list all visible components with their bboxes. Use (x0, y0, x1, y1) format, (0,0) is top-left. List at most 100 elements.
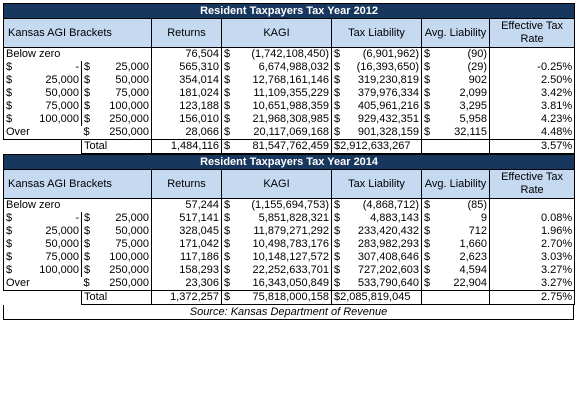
effective-rate-value: 3.81% (488, 100, 576, 113)
bracket-high: 250,000 (93, 277, 152, 291)
bracket-low: 75,000 (15, 251, 82, 264)
avg-sign: $ (421, 251, 434, 264)
header-tax-liability: Tax Liability (331, 169, 422, 199)
tax-sign: $ (331, 126, 344, 140)
tax-table-0: Resident Taxpayers Tax Year 2012 Kansas A… (2, 3, 576, 154)
kagi-sign: $ (221, 126, 234, 140)
kagi-sign: $ (221, 264, 234, 277)
tax-liability-value: 283,982,293 (343, 238, 422, 251)
tax-table-1: Resident Taxpayers Tax Year 2014 Kansas A… (2, 154, 576, 305)
avg-liability-value: (90) (433, 47, 490, 61)
avg-sign: $ (421, 264, 434, 277)
tables-container: Resident Taxpayers Tax Year 2012 Kansas A… (2, 3, 576, 305)
kagi-value: 6,674,988,032 (233, 61, 332, 74)
total-effective-rate: 2.75% (488, 290, 576, 305)
kagi-value: 10,148,127,572 (233, 251, 332, 264)
bracket-low-sign: $ (3, 113, 16, 126)
returns-value: 158,293 (151, 264, 222, 277)
kagi-value: (1,742,108,450) (233, 47, 332, 61)
bracket-low-sign: $ (3, 251, 16, 264)
kagi-value: 11,109,355,229 (233, 87, 332, 100)
tax-liability-value: 533,790,640 (343, 277, 422, 291)
bracket-high-sign: $ (81, 264, 94, 277)
kagi-value: 16,343,050,849 (233, 277, 332, 291)
header-brackets: Kansas AGI Brackets (3, 169, 152, 199)
bracket-low: 25,000 (15, 225, 82, 238)
total-avg-blank (421, 290, 490, 305)
bracket-low-sign: $ (3, 264, 16, 277)
table-row: $50,000 $75,000 171,042 $10,498,783,176 $283… (3, 238, 576, 251)
header-returns: Returns (151, 18, 222, 48)
avg-liability-value: (29) (433, 61, 490, 74)
table-row: $75,000 $100,000 117,186 $10,148,127,572 $30… (3, 251, 576, 264)
kagi-value: 20,117,069,168 (233, 126, 332, 140)
table-row: $25,000 $50,000 354,014 $12,768,161,146 $319… (3, 74, 576, 87)
tax-sign: $ (331, 87, 344, 100)
avg-sign: $ (421, 61, 434, 74)
bracket-low-sign: $ (3, 212, 16, 225)
bracket-low-sign: $ (3, 225, 16, 238)
bracket-high: 50,000 (93, 225, 152, 238)
returns-value: 117,186 (151, 251, 222, 264)
avg-sign: $ (421, 277, 434, 291)
kagi-sign: $ (221, 212, 234, 225)
kagi-sign: $ (221, 238, 234, 251)
kagi-value: 5,851,828,321 (233, 212, 332, 225)
returns-value: 171,042 (151, 238, 222, 251)
effective-rate-value (488, 198, 576, 212)
bracket-low: 100,000 (15, 113, 82, 126)
avg-liability-value: 2,623 (433, 251, 490, 264)
header-row: Kansas AGI Brackets Returns KAGI Tax Liabil… (3, 169, 576, 199)
table-row: Over $250,000 23,306 $16,343,050,849 $533,79… (3, 277, 576, 291)
bracket-low-sign: $ (3, 61, 16, 74)
effective-rate-value: 3.42% (488, 87, 576, 100)
bracket-low: 50,000 (15, 87, 82, 100)
bracket-low: 25,000 (15, 74, 82, 87)
table-row: $ - $25,000 517,141 $5,851,828,321 $4,883,143… (3, 212, 576, 225)
kagi-value: 22,252,633,701 (233, 264, 332, 277)
total-tax-liability: $2,085,819,045 (331, 290, 422, 305)
bracket-high-sign: $ (81, 74, 94, 87)
kagi-value: 10,498,783,176 (233, 238, 332, 251)
bracket-high: 75,000 (93, 238, 152, 251)
effective-rate-value: 4.23% (488, 113, 576, 126)
returns-value: 23,306 (151, 277, 222, 291)
bracket-high-sign: $ (81, 126, 94, 140)
bracket-high-sign: $ (81, 225, 94, 238)
bracket-low: 100,000 (15, 264, 82, 277)
kagi-sign: $ (221, 251, 234, 264)
tax-sign: $ (331, 212, 344, 225)
header-row: Kansas AGI Brackets Returns KAGI Tax Liabil… (3, 18, 576, 48)
total-kagi: 81,547,762,459 (233, 139, 332, 154)
avg-liability-value: 5,958 (433, 113, 490, 126)
total-effective-rate: 3.57% (488, 139, 576, 154)
tax-sign: $ (331, 47, 344, 61)
bracket-low-sign: $ (3, 238, 16, 251)
header-brackets: Kansas AGI Brackets (3, 18, 152, 48)
kagi-sign: $ (221, 225, 234, 238)
tax-liability-value: 4,883,143 (343, 212, 422, 225)
kagi-sign: $ (221, 47, 234, 61)
bracket-high-sign: $ (81, 212, 94, 225)
table-title-row: Resident Taxpayers Tax Year 2014 (2, 154, 576, 170)
table-row: $50,000 $75,000 181,024 $11,109,355,229 $379… (3, 87, 576, 100)
avg-liability-value: (85) (433, 198, 490, 212)
tax-liability-value: (16,393,650) (343, 61, 422, 74)
avg-liability-value: 1,660 (433, 238, 490, 251)
tax-liability-value: 379,976,334 (343, 87, 422, 100)
table-title: Resident Taxpayers Tax Year 2014 (2, 154, 576, 170)
effective-rate-value: 0.08% (488, 212, 576, 225)
kagi-value: 12,768,161,146 (233, 74, 332, 87)
table-title-row: Resident Taxpayers Tax Year 2012 (2, 3, 576, 19)
kagi-value: (1,155,694,753) (233, 198, 332, 212)
kagi-sign: $ (221, 113, 234, 126)
avg-sign: $ (421, 225, 434, 238)
tax-liability-value: 901,328,159 (343, 126, 422, 140)
bracket-high-sign: $ (81, 277, 94, 291)
total-blank (3, 290, 82, 305)
tax-liability-value: (4,868,712) (343, 198, 422, 212)
bracket-low: - (15, 212, 82, 225)
total-label: Total (81, 139, 152, 154)
total-returns: 1,372,257 (151, 290, 222, 305)
tax-sign: $ (331, 238, 344, 251)
